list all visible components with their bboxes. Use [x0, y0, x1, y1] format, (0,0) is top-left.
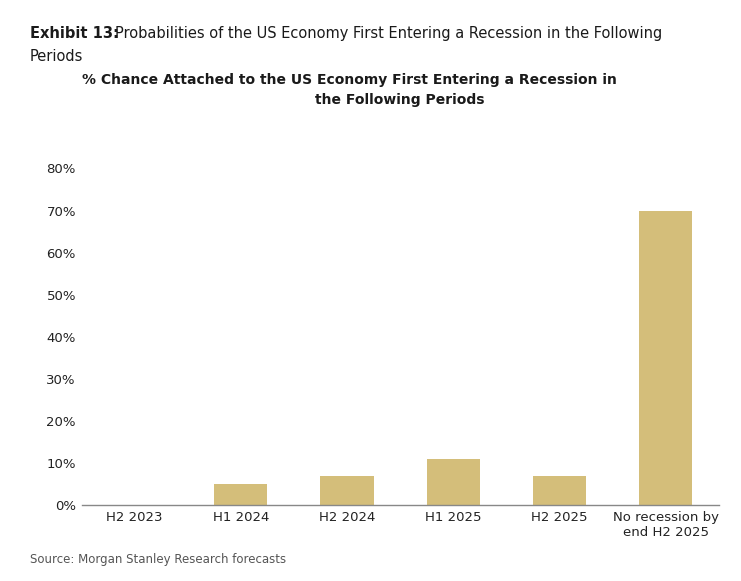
Text: the Following Periods: the Following Periods: [316, 93, 485, 107]
Text: Probabilities of the US Economy First Entering a Recession in the Following: Probabilities of the US Economy First En…: [115, 26, 662, 41]
Bar: [533, 476, 586, 505]
Bar: [427, 459, 480, 505]
Bar: [639, 210, 692, 505]
Text: Exhibit 13:: Exhibit 13:: [30, 26, 119, 41]
Bar: [214, 485, 268, 505]
Text: Source: Morgan Stanley Research forecasts: Source: Morgan Stanley Research forecast…: [30, 554, 286, 566]
Text: Periods: Periods: [30, 49, 83, 64]
Text: % Chance Attached to the US Economy First Entering a Recession in: % Chance Attached to the US Economy Firs…: [82, 73, 617, 87]
Bar: [320, 476, 373, 505]
